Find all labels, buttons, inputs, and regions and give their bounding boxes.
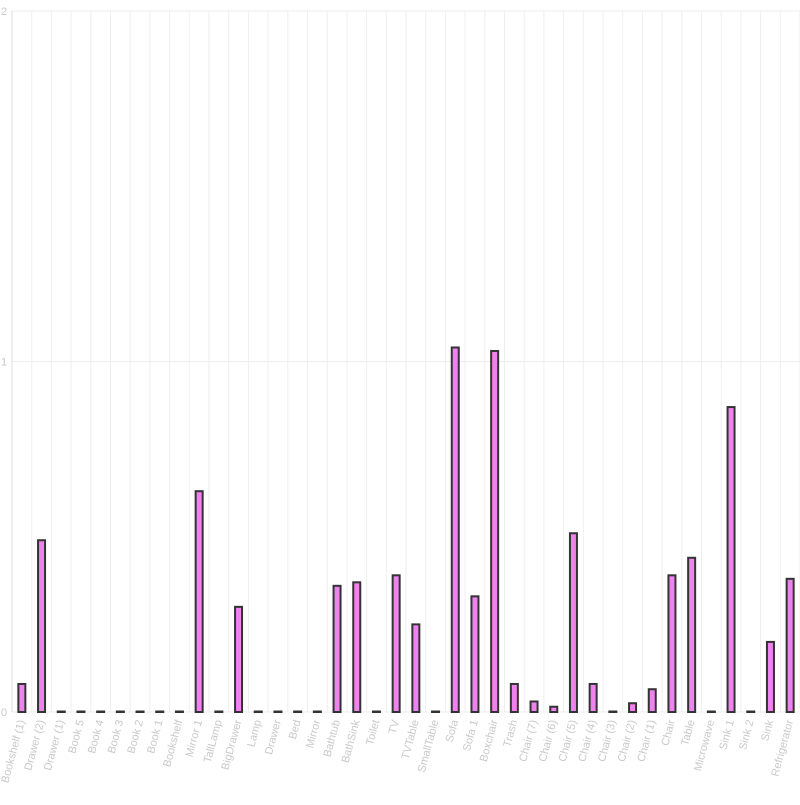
bar xyxy=(17,682,27,714)
x-tick-label: Mirror xyxy=(304,718,323,749)
bar xyxy=(687,556,697,714)
x-tick-label: Sink xyxy=(759,718,776,742)
bar xyxy=(96,710,106,713)
bar xyxy=(667,574,677,713)
bar xyxy=(214,710,224,713)
x-tick-label: Chair (4) xyxy=(576,719,599,763)
grid-layer xyxy=(11,10,800,713)
bar xyxy=(76,710,86,713)
x-tick-label: Toilet xyxy=(364,719,382,747)
bar xyxy=(431,710,441,713)
bar xyxy=(628,702,638,713)
x-tick-label: Trash xyxy=(501,719,520,749)
bar xyxy=(56,710,66,713)
bar xyxy=(706,710,716,713)
x-tick-label: Bathtub xyxy=(322,719,343,759)
bar xyxy=(312,710,322,713)
x-tick-label: Book 3 xyxy=(106,719,126,755)
x-tick-label: TVTable xyxy=(400,719,422,761)
x-tick-label: Book 4 xyxy=(86,719,106,755)
x-tick-label: Sofa 1 xyxy=(461,719,481,753)
x-tick-label: Mirror 1 xyxy=(184,719,205,759)
x-tick-label: TV xyxy=(387,718,402,735)
bar xyxy=(608,710,618,713)
x-tick-label: Book 1 xyxy=(145,719,165,755)
x-tick-label: Sink 2 xyxy=(737,719,757,752)
bar xyxy=(490,349,500,713)
x-tick-label: Chair (2) xyxy=(616,719,639,763)
bar xyxy=(568,532,578,713)
bar xyxy=(549,705,559,713)
bar xyxy=(411,623,421,713)
bar xyxy=(155,710,165,713)
bar xyxy=(352,581,362,713)
x-tick-label: Chair (7) xyxy=(517,719,540,763)
bar-layer xyxy=(17,346,795,714)
bar xyxy=(785,577,795,713)
x-tick-label: Chair (6) xyxy=(537,719,560,763)
x-tick-label: Book 5 xyxy=(66,719,86,755)
bar xyxy=(588,682,598,714)
x-tick-label: Lamp xyxy=(245,719,264,749)
bar xyxy=(765,640,775,714)
bar xyxy=(470,595,480,714)
y-tick-label: 1 xyxy=(1,357,7,369)
bar xyxy=(194,490,204,713)
x-tick-label: Bookshelf (1) xyxy=(0,719,28,785)
x-tick-label: Sink 1 xyxy=(717,719,737,752)
x-tick-label: BathSink xyxy=(340,718,363,764)
bar xyxy=(115,710,125,713)
x-tick-label: Chair xyxy=(659,718,677,747)
y-tick-label: 2 xyxy=(1,6,7,18)
x-tick-label: Bookshelf xyxy=(161,718,185,769)
x-tick-label: Boxchair xyxy=(478,718,501,763)
bar xyxy=(234,605,244,713)
bar xyxy=(273,710,283,713)
bar xyxy=(509,682,519,714)
x-tick-label: Chair (1) xyxy=(635,719,658,763)
x-tick-label: Chair (5) xyxy=(557,719,580,763)
bar xyxy=(391,574,401,713)
bar xyxy=(726,406,736,713)
bar xyxy=(253,710,263,713)
x-tick-label: Drawer xyxy=(263,718,284,756)
x-tick-label: Bed xyxy=(287,719,304,741)
x-tick-label: Chair (3) xyxy=(596,719,619,763)
bar xyxy=(450,346,460,713)
x-tick-label: Book 2 xyxy=(125,719,145,755)
bar xyxy=(746,710,756,713)
x-tick-label: Sofa xyxy=(444,718,462,744)
x-tick-label: Table xyxy=(679,719,697,748)
bar xyxy=(647,688,657,714)
bar xyxy=(293,710,303,713)
axis-layer: 0 1 2 xyxy=(1,6,13,719)
y-tick-label: 0 xyxy=(1,707,7,719)
bar xyxy=(135,710,145,713)
bar xyxy=(529,700,539,713)
bar xyxy=(37,539,47,713)
x-tick-label: TallLamp xyxy=(202,719,225,765)
bar xyxy=(332,584,342,714)
bar xyxy=(174,710,184,713)
bar xyxy=(371,710,381,713)
